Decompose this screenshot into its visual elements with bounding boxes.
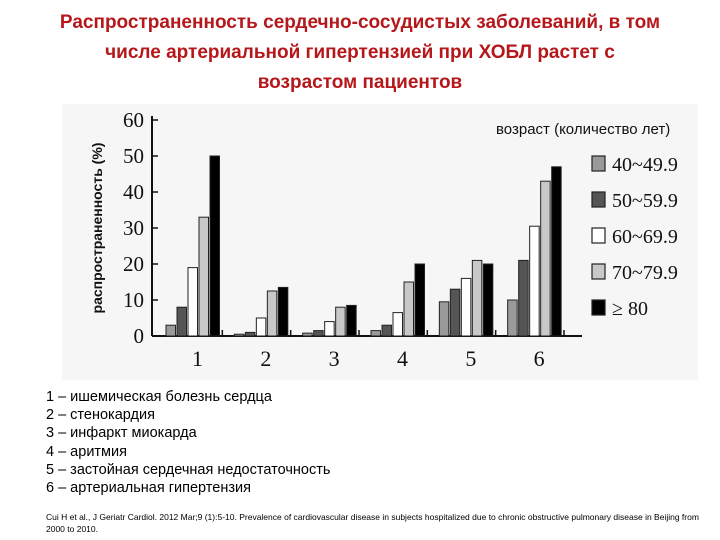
bar bbox=[518, 259, 529, 337]
y-tick-label: 0 bbox=[134, 324, 145, 348]
y-tick-label: 10 bbox=[123, 288, 144, 312]
bar bbox=[551, 166, 562, 337]
legend-swatch bbox=[591, 299, 606, 316]
x-tick-label: 1 bbox=[192, 346, 203, 371]
y-tick-label: 30 bbox=[123, 216, 144, 240]
y-axis-label: распространенность (%) bbox=[89, 143, 105, 314]
category-note: 5 – застойная сердечная недостаточность bbox=[46, 461, 331, 478]
x-tick-label: 4 bbox=[397, 346, 408, 371]
legend-title: возраст (количество лет) bbox=[496, 121, 670, 138]
bar bbox=[277, 286, 289, 337]
bar bbox=[244, 331, 256, 337]
title-line: числе артериальной гипертензией при ХОБЛ… bbox=[105, 42, 615, 63]
bar bbox=[346, 304, 357, 337]
bar bbox=[392, 312, 403, 337]
bar bbox=[266, 290, 278, 337]
title-line: Распространенность сердечно-сосудистых з… bbox=[59, 12, 661, 33]
x-tick-label: 5 bbox=[465, 346, 476, 371]
bar bbox=[187, 267, 198, 337]
bar bbox=[529, 225, 540, 337]
bar bbox=[209, 155, 220, 337]
legend-swatch bbox=[591, 263, 606, 280]
bar bbox=[482, 263, 494, 337]
bar bbox=[449, 288, 461, 337]
bar bbox=[176, 306, 187, 337]
bar bbox=[198, 216, 209, 337]
bar bbox=[540, 180, 551, 337]
bar bbox=[403, 281, 414, 337]
bar bbox=[165, 324, 176, 337]
legend-swatch bbox=[591, 227, 606, 244]
category-note: 3 – инфаркт миокарда bbox=[46, 425, 197, 442]
bar bbox=[381, 324, 392, 337]
category-note: 1 – ишемическая болезнь сердца bbox=[46, 389, 272, 405]
bar bbox=[255, 317, 267, 337]
y-tick-label: 60 bbox=[123, 108, 144, 132]
bar bbox=[370, 330, 381, 337]
category-note: 6 – артериальная гипертензия bbox=[46, 480, 251, 497]
x-tick-label: 6 bbox=[534, 346, 545, 371]
chart-area: 0 10 20 30 40 50 60 распространенность (%) 1 2 3 4 5… bbox=[62, 104, 698, 380]
bar bbox=[233, 333, 245, 337]
bar bbox=[460, 277, 472, 337]
y-tick-label: 20 bbox=[123, 252, 144, 276]
legend-label: 70~79.9 bbox=[612, 262, 678, 284]
legend-swatch bbox=[591, 155, 606, 172]
x-tick-label: 2 bbox=[260, 346, 271, 371]
legend-label: 50~59.9 bbox=[612, 190, 678, 212]
bar bbox=[335, 306, 346, 337]
bar bbox=[414, 263, 425, 337]
legend-label: 40~49.9 bbox=[612, 154, 678, 176]
title-line: возрастом пациентов bbox=[257, 72, 463, 93]
bar bbox=[507, 299, 518, 337]
bar bbox=[324, 321, 335, 337]
slide-title: Распространенность сердечно-сосудистых з… bbox=[20, 8, 700, 98]
y-tick-label: 40 bbox=[123, 180, 144, 204]
bar bbox=[302, 332, 313, 337]
citation: Cui H et al., J Geriatr Cardiol. 2012 Ma… bbox=[46, 512, 699, 534]
y-tick-label: 50 bbox=[123, 144, 144, 168]
category-note: 2 – стенокардия bbox=[46, 407, 155, 424]
legend-label: 60~69.9 bbox=[612, 226, 678, 248]
x-tick-label: 3 bbox=[329, 346, 340, 371]
bar bbox=[313, 330, 324, 337]
category-note: 4 – аритмия bbox=[46, 443, 127, 460]
bar bbox=[471, 259, 483, 337]
legend-label: ≥ 80 bbox=[612, 298, 648, 320]
legend-swatch bbox=[591, 191, 606, 208]
bar bbox=[438, 301, 450, 337]
bar-chart: 0 10 20 30 40 50 60 распространенность (%) 1 2 3 4 5… bbox=[89, 108, 678, 371]
category-notes: 1 – ишемическая болезнь сердца 2 – стено… bbox=[46, 388, 330, 497]
